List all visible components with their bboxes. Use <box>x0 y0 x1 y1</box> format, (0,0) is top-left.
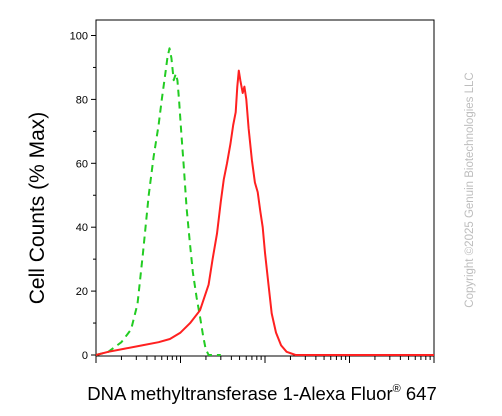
y-tick-label: 80 <box>76 94 88 106</box>
plot-frame <box>95 19 435 357</box>
copyright-watermark: Copyright ©2025 Genuin Biotechnologies L… <box>464 72 476 307</box>
x-axis-label-suffix: 647 <box>401 383 437 404</box>
x-axis-label: DNA methyltransferase 1-Alexa Fluor® 647 <box>87 383 437 404</box>
y-tick-label: 100 <box>70 31 88 43</box>
series-layer <box>95 47 434 356</box>
y-tick-label: 20 <box>76 286 88 298</box>
y-tick-label: 0 <box>82 350 88 362</box>
y-tick-label: 60 <box>76 158 88 170</box>
labels-group: Cell Counts (% Max) DNA methyltransferas… <box>26 72 476 404</box>
x-axis-label-main: DNA methyltransferase 1-Alexa Fluor <box>87 383 392 404</box>
histogram-series-solid <box>95 69 434 356</box>
x-axis-label-registered: ® <box>393 383 401 395</box>
axes-group: 0 20 40 60 80 100 <box>70 19 435 363</box>
y-tick-label: 40 <box>76 222 88 234</box>
histogram-series-dashed <box>95 47 221 356</box>
y-axis-label: Cell Counts (% Max) <box>26 112 49 305</box>
